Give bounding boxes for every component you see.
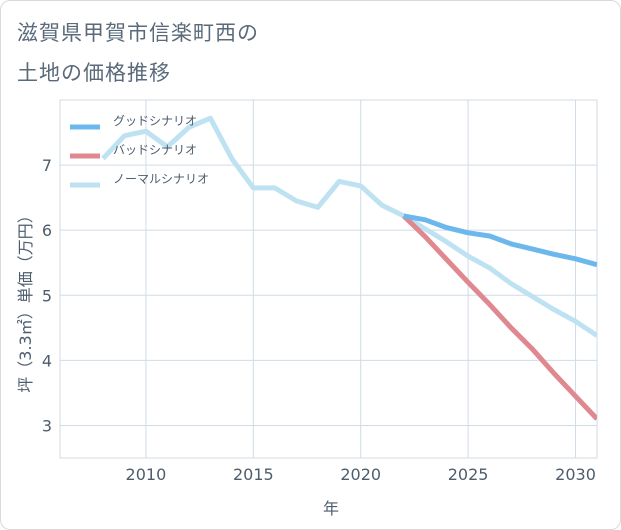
plot-border [59, 99, 598, 459]
y-tick-label: 7 [42, 156, 52, 175]
x-tick-label: 2015 [233, 465, 274, 484]
y-tick-label: 4 [42, 351, 52, 370]
y-tick-label: 3 [42, 416, 52, 435]
y-tick-label: 5 [42, 286, 52, 305]
x-tick-label: 2030 [555, 465, 596, 484]
series-line-2 [101, 115, 597, 338]
x-tick-label: 2025 [448, 465, 489, 484]
legend-label-2: ノーマルシナリオ [113, 172, 209, 186]
legend-label-1: バッドシナリオ [113, 143, 197, 157]
chart-title-line2: 土地の価格推移 [17, 61, 171, 85]
x-tick-label: 2010 [126, 465, 167, 484]
legend-label-0: グッドシナリオ [113, 114, 197, 128]
y-axis-ticks: 3 4 5 6 7 [42, 156, 52, 435]
x-axis-ticks: 2010 2015 2020 2025 2030 [126, 465, 596, 484]
x-tick-label: 2020 [340, 465, 381, 484]
series-line-1 [401, 214, 597, 421]
chart-title-line1: 滋賀県甲賀市信楽町西の [17, 21, 259, 45]
x-axis-title: 年 [323, 499, 339, 518]
y-tick-label: 6 [42, 221, 52, 240]
y-axis-title: 坪（3.3㎡）単価（万円） [16, 207, 35, 392]
series-line-0 [403, 213, 597, 268]
series-layer [101, 115, 597, 421]
